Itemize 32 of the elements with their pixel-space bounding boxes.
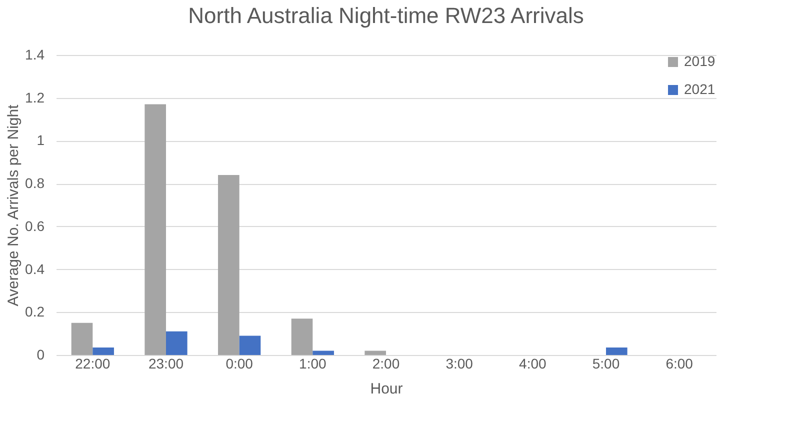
y-tick-label: 0.4: [25, 260, 45, 277]
bar: [144, 104, 166, 355]
y-tick-label: 1.4: [25, 46, 45, 62]
y-axis-title: Average No. Arrivals per Night: [5, 104, 22, 306]
bar: [364, 350, 386, 355]
y-tick-label: 0.8: [25, 175, 45, 192]
y-tick-label: 0.6: [25, 218, 45, 234]
x-tick-label: 0:00: [226, 356, 254, 372]
legend-label: 2021: [684, 81, 716, 97]
y-tick-label: 1: [36, 132, 45, 148]
bar: [606, 348, 628, 355]
bar: [239, 336, 261, 355]
x-tick-label: 23:00: [148, 356, 184, 372]
x-tick-label: 2:00: [372, 356, 400, 372]
bar: [92, 348, 114, 355]
chart-title: North Australia Night-time RW23 Arrivals: [188, 3, 584, 28]
legend-label: 2019: [684, 53, 716, 69]
x-tick-label: 4:00: [519, 356, 547, 372]
x-tick-label: 22:00: [75, 356, 110, 372]
x-tick-label: 3:00: [446, 356, 474, 372]
bar: [291, 318, 313, 355]
x-tick-label: 1:00: [299, 356, 327, 372]
y-tick-label: 0: [36, 346, 45, 362]
bar: [166, 331, 188, 355]
x-tick-label: 5:00: [592, 356, 620, 372]
y-tick-label: 0.2: [25, 304, 45, 320]
y-tick-label: 1.2: [25, 89, 45, 106]
bar: [218, 175, 240, 355]
bar: [71, 322, 93, 355]
bar: [312, 350, 334, 355]
x-axis-title: Hour: [370, 380, 403, 398]
x-tick-label: 6:00: [666, 356, 694, 372]
